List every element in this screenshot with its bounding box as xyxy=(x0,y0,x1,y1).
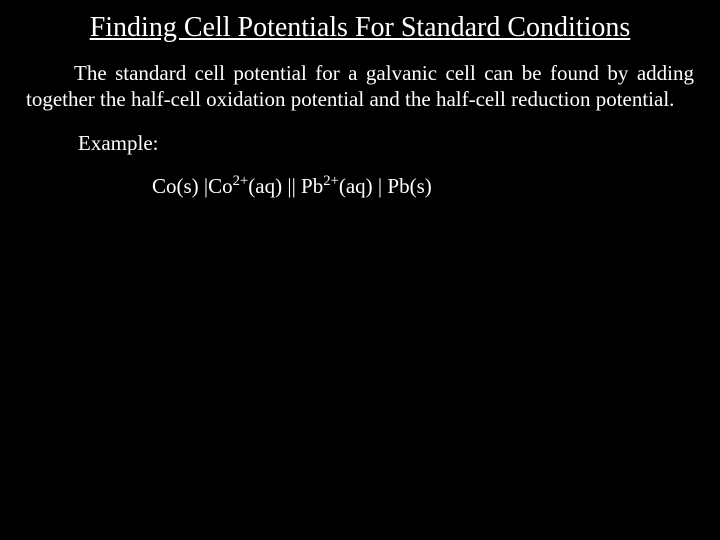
cathode-charge: 2+ xyxy=(323,173,339,189)
anode-charge: 2+ xyxy=(233,173,249,189)
cell-notation: Co(s) |Co2+(aq) || Pb2+(aq) | Pb(s) xyxy=(152,174,696,199)
example-label: Example: xyxy=(78,131,696,156)
cathode-solid: Pb(s) xyxy=(387,174,431,198)
cathode-ion: Pb xyxy=(301,174,323,198)
body-paragraph: The standard cell potential for a galvan… xyxy=(24,60,696,113)
slide-title: Finding Cell Potentials For Standard Con… xyxy=(24,12,696,44)
anode-state: (aq) xyxy=(248,174,282,198)
slide-container: Finding Cell Potentials For Standard Con… xyxy=(0,0,720,223)
cathode-state: (aq) xyxy=(339,174,373,198)
anode-ion: Co xyxy=(208,174,233,198)
anode-solid: Co(s) xyxy=(152,174,199,198)
